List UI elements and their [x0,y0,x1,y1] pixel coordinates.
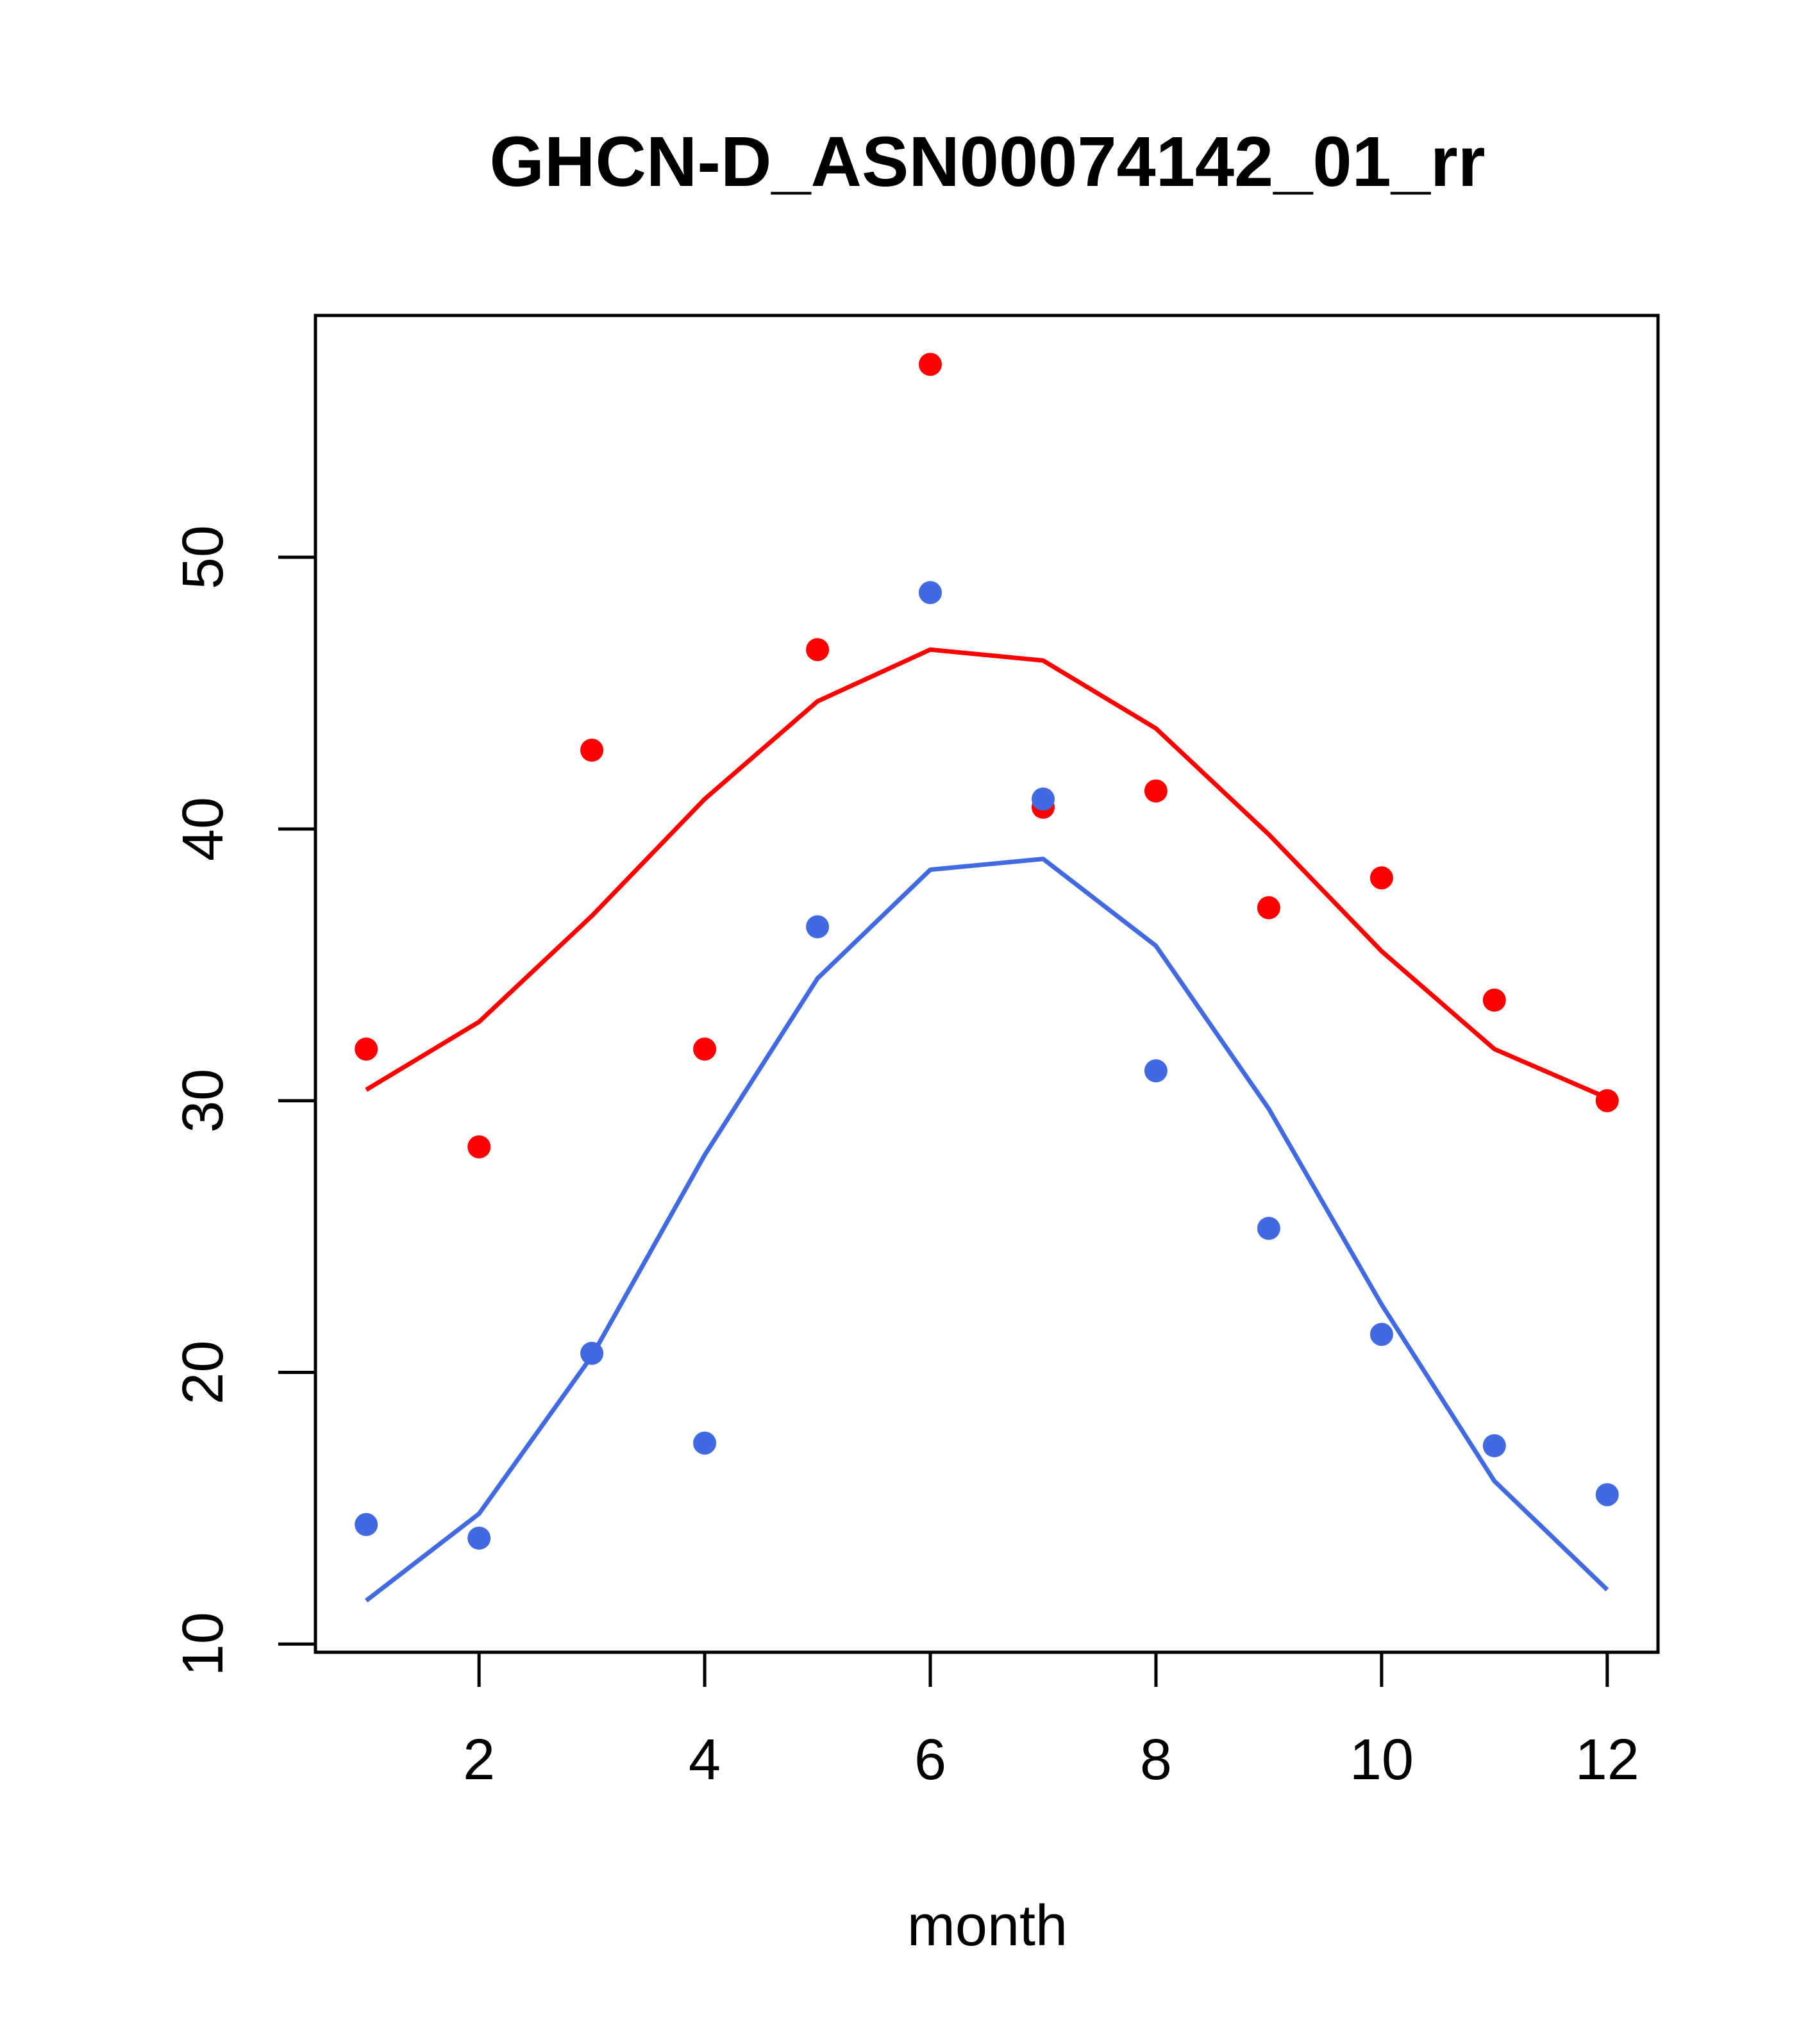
series-1-point [919,353,942,376]
x-tick-label: 10 [1350,1728,1414,1792]
series-1-point [580,739,604,762]
series-2-point [1257,1216,1280,1240]
series-1-point [1482,988,1506,1012]
y-tick-label: 30 [171,1069,235,1133]
series-1-point [1595,1089,1619,1112]
series-2-point [1482,1434,1506,1457]
series-1-point [355,1037,378,1061]
x-tick-label: 12 [1575,1728,1639,1792]
series-2-point [1595,1483,1619,1507]
y-tick-label: 20 [171,1340,235,1404]
series-2 [355,581,1619,1603]
chart-title: GHCN-D_ASN00074142_01_rr [489,122,1485,201]
series-1-point [693,1037,717,1061]
series-1-point [806,638,830,662]
series-2-point [355,1512,378,1536]
series-2-point [1144,1059,1168,1083]
series-2-point [919,581,942,605]
y-axis: 10 20 30 40 50 [171,525,317,1676]
series-1-point [1144,779,1168,803]
series-1 [355,353,1619,1159]
series-2-point [580,1341,604,1365]
series-2-point [467,1527,491,1550]
series-2-point [1369,1323,1393,1346]
series-1-line [365,647,1609,1100]
x-tick-label: 2 [463,1728,495,1792]
series-layer [355,353,1619,1603]
series-2-point [693,1431,717,1455]
series-2-point [806,915,830,939]
x-tick-label: 8 [1140,1728,1172,1792]
series-1-point [1369,866,1393,890]
y-tick-label: 50 [171,525,235,589]
x-axis: 2 4 6 8 10 12 [463,1650,1639,1792]
series-2-line [365,857,1609,1603]
x-tick-label: 4 [689,1728,721,1792]
y-tick-label: 40 [171,797,235,861]
series-2-point [1032,787,1055,811]
series-1-point [1257,896,1280,919]
series-1-point [467,1135,491,1159]
y-tick-label: 10 [171,1612,235,1676]
x-tick-label: 6 [914,1728,946,1792]
x-axis-label: month [907,1894,1068,1958]
